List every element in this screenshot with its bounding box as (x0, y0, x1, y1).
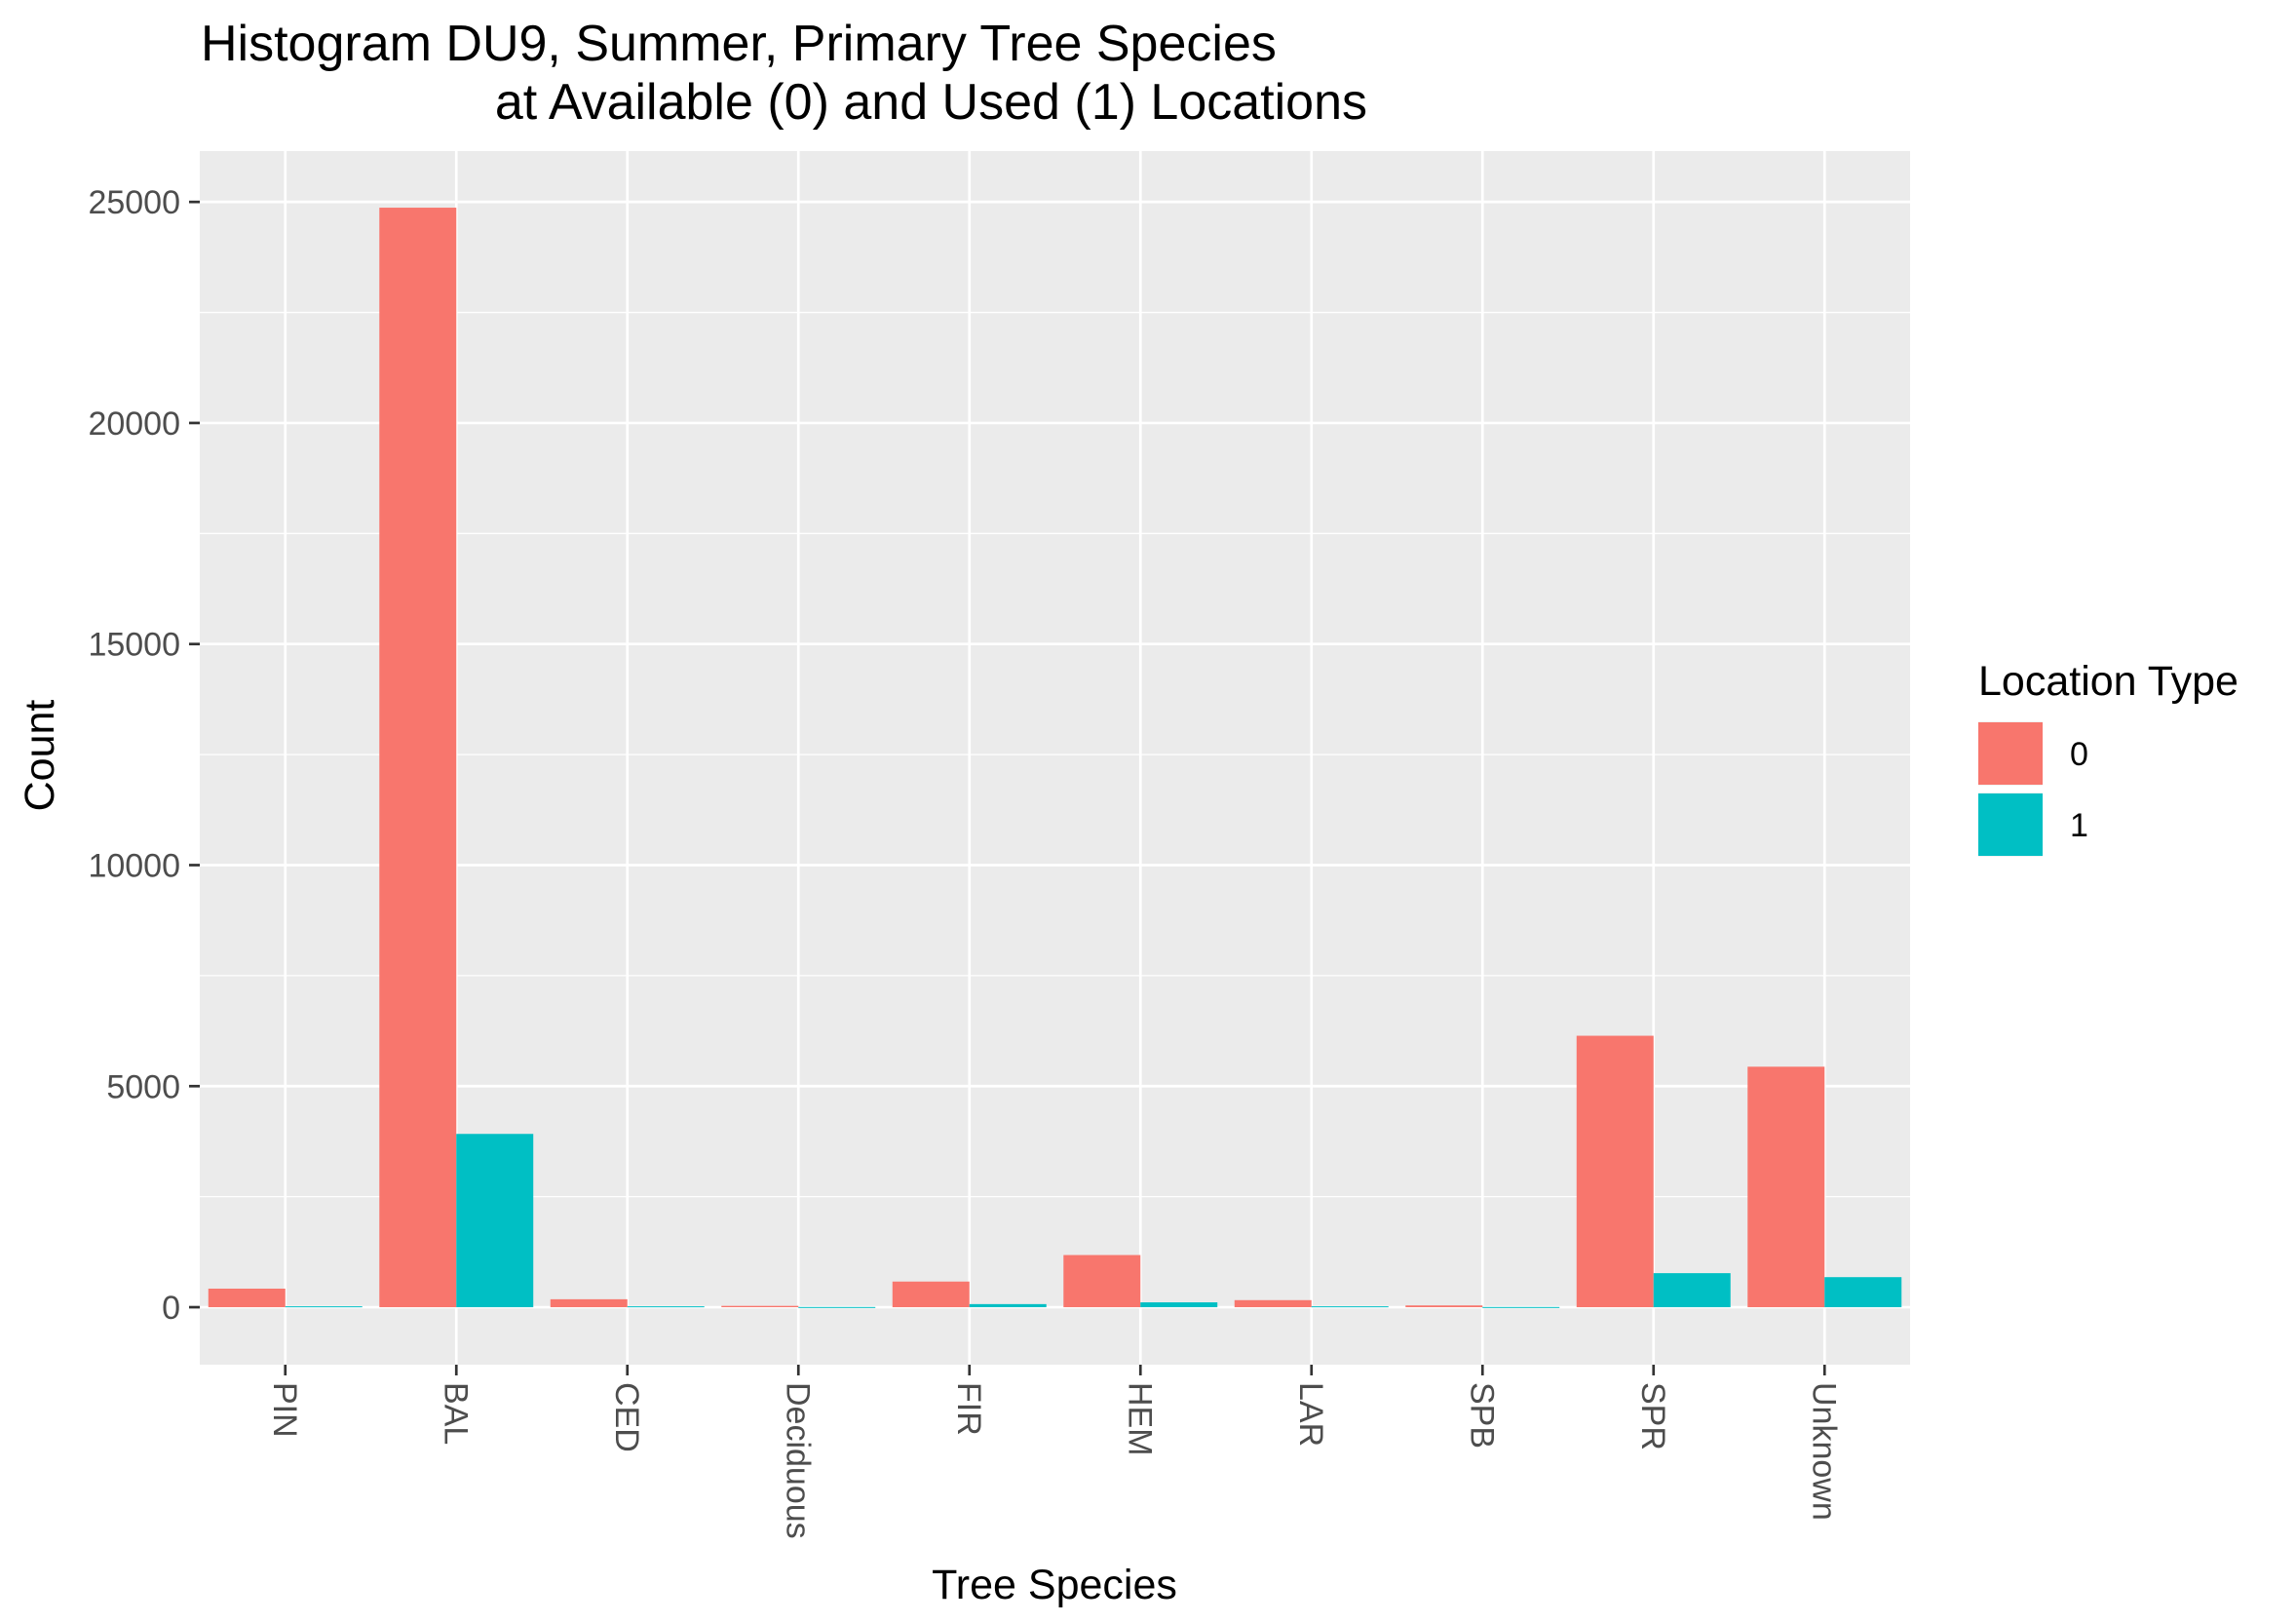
y-axis-ticks: 0 5000 10000 15000 20000 25000 (88, 184, 200, 1327)
bar-bal-series-0 (379, 208, 457, 1308)
legend-label-0: 0 (2070, 736, 2088, 773)
legend-swatch-0 (1978, 722, 2043, 785)
bar-ced-series-1 (627, 1306, 705, 1308)
bar-spr-series-0 (1576, 1035, 1654, 1308)
x-tick-label: Unknown (1805, 1382, 1842, 1521)
bar-bal-series-1 (456, 1134, 534, 1308)
bar-hem-series-0 (1063, 1255, 1141, 1308)
bar-spb-series-1 (1482, 1306, 1560, 1308)
x-tick-label: PIN (266, 1382, 303, 1438)
x-tick-label: HEM (1121, 1382, 1158, 1456)
chart-title-line2: at Available (0) and Used (1) Locations (495, 74, 1367, 131)
x-tick-label: BAL (437, 1382, 474, 1445)
x-axis-ticks: PIN BAL CED Deciduous FIR HEM LAR SPB SPR Unknown (266, 1365, 1842, 1539)
x-axis-title: Tree Species (932, 1562, 1177, 1608)
bar-ced-series-0 (550, 1298, 628, 1308)
x-tick-label: LAR (1292, 1382, 1329, 1447)
chart-title-line1: Histogram DU9, Summer, Primary Tree Spec… (201, 16, 1277, 72)
y-tick-label: 5000 (106, 1068, 180, 1105)
y-tick-label: 20000 (88, 406, 180, 443)
x-tick-label: Deciduous (779, 1382, 816, 1539)
bar-hem-series-1 (1140, 1302, 1218, 1308)
legend-title: Location Type (1978, 658, 2239, 705)
bar-spb-series-0 (1405, 1305, 1483, 1308)
y-tick-label: 0 (162, 1290, 180, 1327)
bar-pin-series-0 (208, 1288, 286, 1308)
legend-swatch-1 (1978, 793, 2043, 856)
y-tick-label: 15000 (88, 627, 180, 664)
bars (208, 208, 1902, 1308)
y-tick-label: 25000 (88, 184, 180, 221)
bar-deciduous-series-1 (798, 1306, 876, 1308)
y-axis-title: Count (17, 700, 63, 812)
legend-label-1: 1 (2070, 807, 2088, 844)
y-tick-label: 10000 (88, 847, 180, 884)
legend: Location Type 0 1 (1978, 658, 2239, 857)
bar-deciduous-series-0 (721, 1305, 799, 1308)
bar-lar-series-1 (1311, 1306, 1389, 1308)
bar-unknown-series-0 (1747, 1066, 1825, 1308)
bar-fir-series-0 (892, 1281, 970, 1308)
bar-pin-series-1 (285, 1306, 363, 1308)
bar-spr-series-1 (1653, 1273, 1731, 1308)
x-tick-label: FIR (950, 1382, 987, 1436)
x-tick-label: SPR (1634, 1382, 1671, 1450)
x-tick-label: SPB (1463, 1382, 1500, 1449)
bar-fir-series-1 (969, 1303, 1047, 1308)
bar-lar-series-0 (1234, 1299, 1312, 1308)
bar-unknown-series-1 (1824, 1277, 1902, 1308)
x-tick-label: CED (608, 1382, 645, 1452)
